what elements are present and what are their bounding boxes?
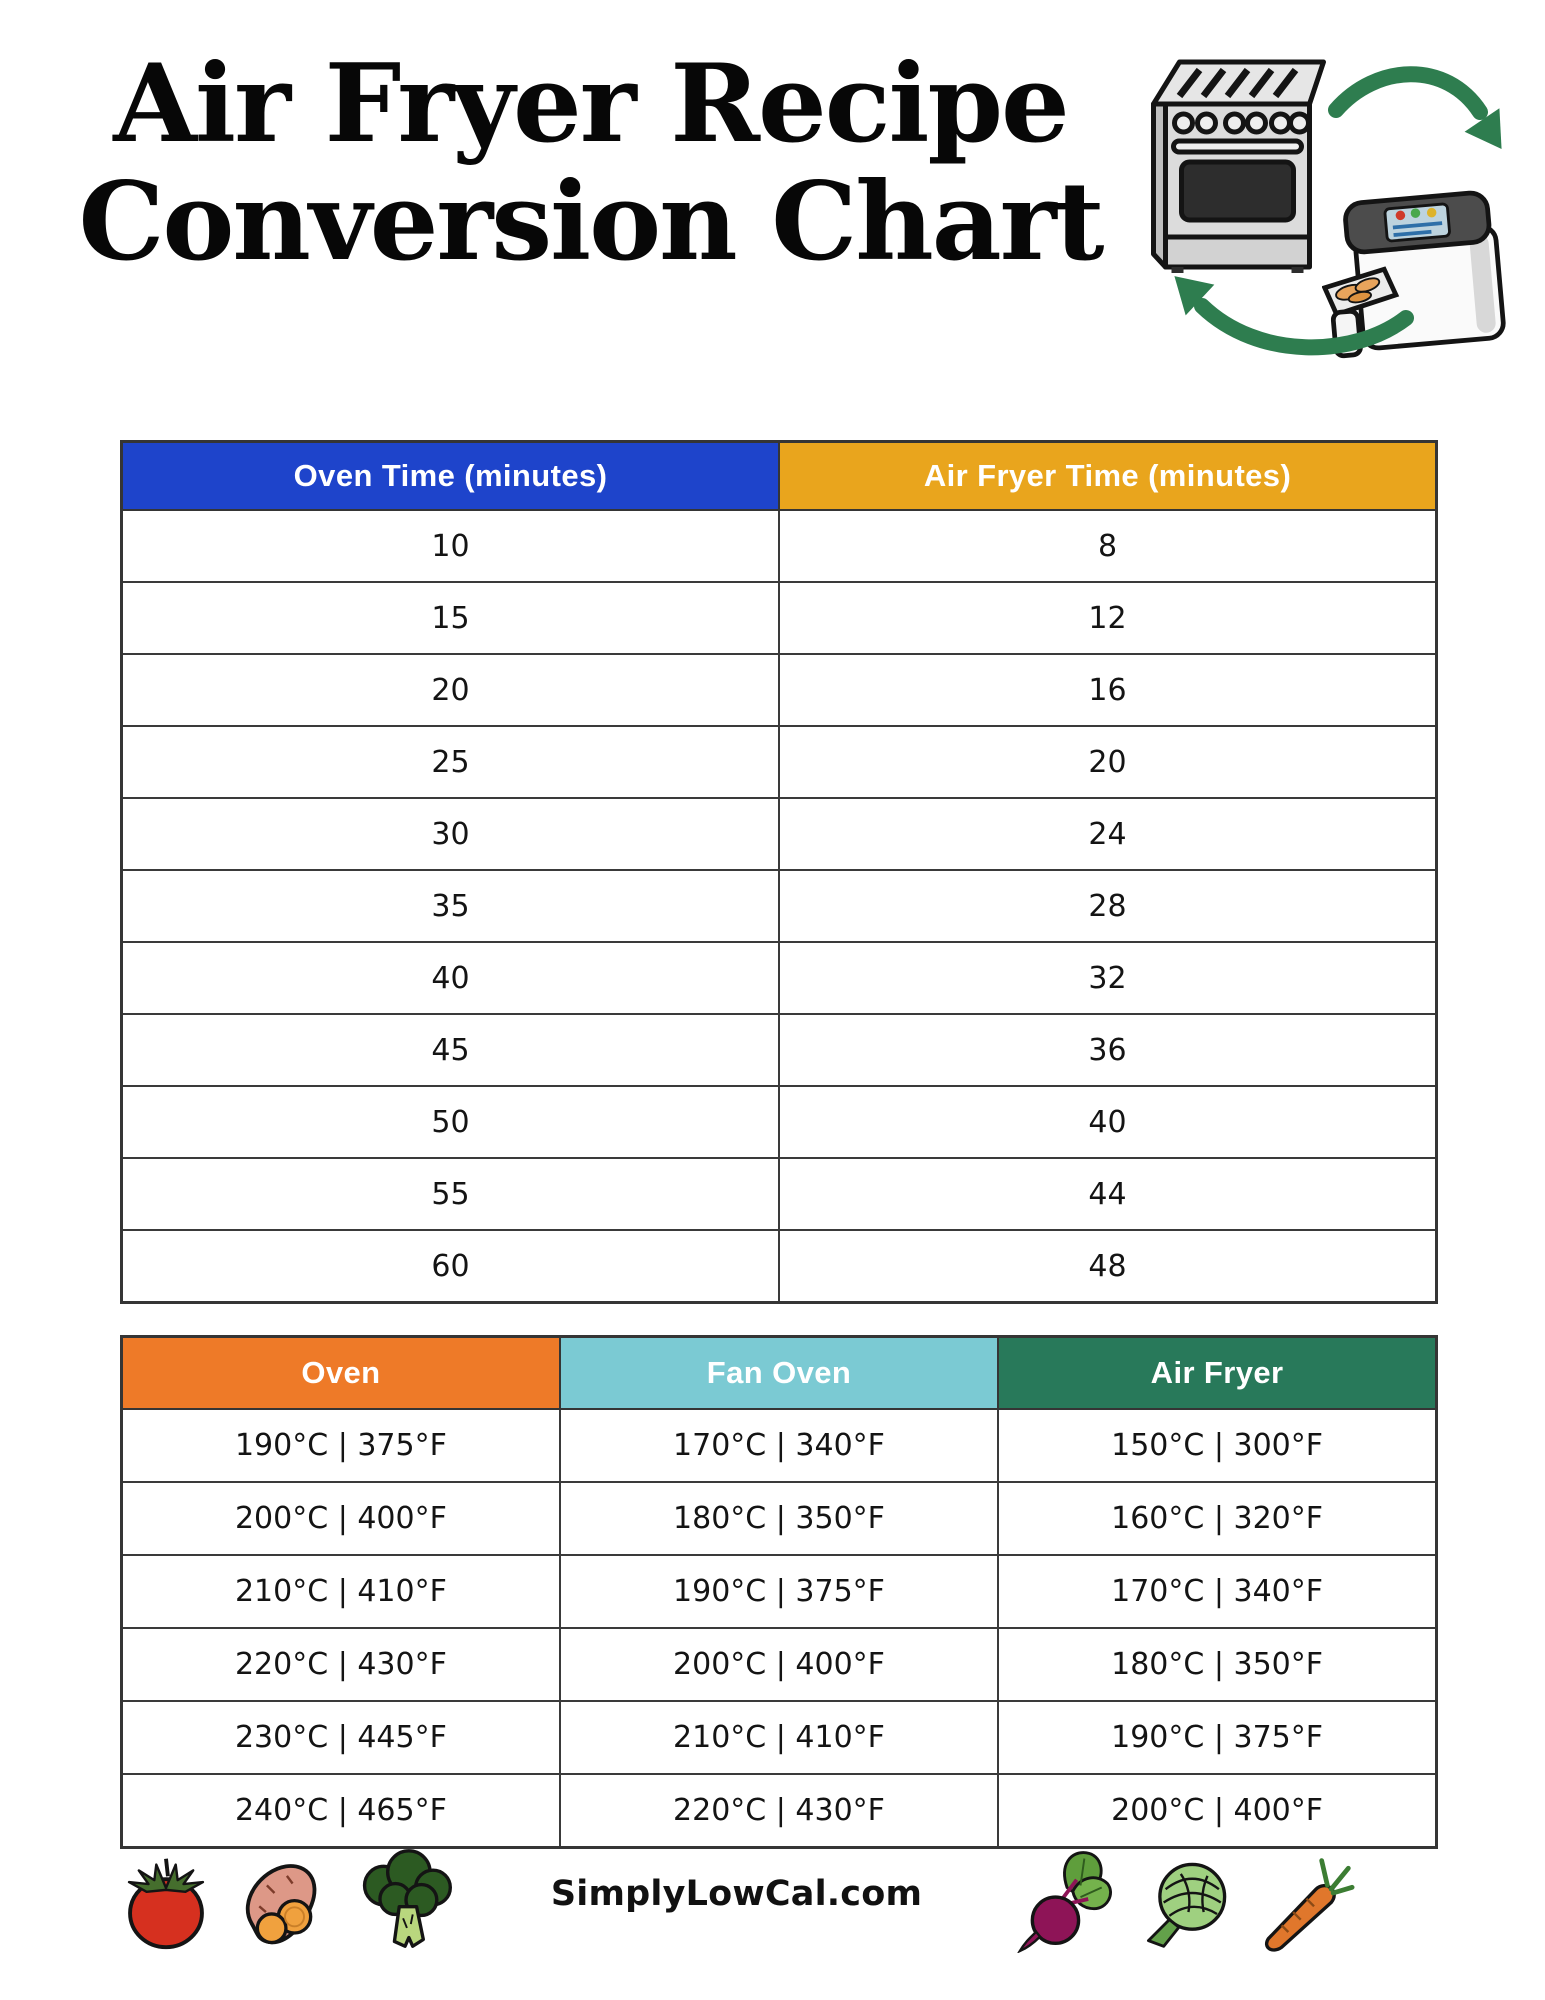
time-table-header-1: Air Fryer Time (minutes) (778, 440, 1438, 511)
temp-table-row-4: 230°C | 445°F 210°C | 410°F 190°C | 375°F (120, 1700, 1438, 1775)
page-title-line-2: Conversion Chart (78, 158, 1104, 285)
temp-table-cell-5-1: 220°C | 430°F (558, 1773, 1000, 1849)
time-table-cell-5-0: 35 (120, 869, 780, 943)
stove-oven-icon (1151, 59, 1326, 273)
air-fryer-icon (1322, 190, 1506, 359)
time-table-row-5: 35 28 (120, 869, 1438, 943)
broccoli-icon (362, 1849, 452, 1948)
time-table-row-2: 20 16 (120, 653, 1438, 727)
temp-table-row-1: 200°C | 400°F 180°C | 350°F 160°C | 320°F (120, 1481, 1438, 1556)
temp-table-row-5: 240°C | 465°F 220°C | 430°F 200°C | 400°F (120, 1773, 1438, 1849)
time-table-cell-2-0: 20 (120, 653, 780, 727)
time-table-row-0: 10 8 (120, 509, 1438, 583)
time-table-cell-9-0: 55 (120, 1157, 780, 1231)
footer-left-veggies (116, 1847, 458, 1953)
time-table-row-1: 15 12 (120, 581, 1438, 655)
temp-table-cell-4-2: 190°C | 375°F (997, 1700, 1438, 1775)
beet-icon (1017, 1851, 1112, 1953)
temp-table-cell-0-1: 170°C | 340°F (558, 1408, 1000, 1483)
temperature-conversion-table: Oven Fan Oven Air Fryer 190°C | 375°F 170°C… (120, 1335, 1438, 1849)
temp-table-cell-2-1: 190°C | 375°F (558, 1554, 1000, 1629)
temp-table-cell-0-2: 150°C | 300°F (997, 1408, 1438, 1483)
temp-table-cell-1-0: 200°C | 400°F (120, 1481, 561, 1556)
temp-table-header-2: Air Fryer (997, 1335, 1438, 1410)
time-table-row-8: 50 40 (120, 1085, 1438, 1159)
time-table-cell-4-0: 30 (120, 797, 780, 871)
page-title-line-1: Air Fryer Recipe (113, 41, 1069, 167)
time-table-cell-7-0: 45 (120, 1013, 780, 1087)
time-table-cell-2-1: 16 (778, 653, 1438, 727)
temp-table-row-2: 210°C | 410°F 190°C | 375°F 170°C | 340°F (120, 1554, 1438, 1629)
temp-table-cell-3-2: 180°C | 350°F (997, 1627, 1438, 1702)
carrot-icon (1265, 1858, 1355, 1952)
time-table-row-6: 40 32 (120, 941, 1438, 1015)
sweet-potato-icon (245, 1864, 317, 1945)
footer-right-veggies (1015, 1847, 1356, 1953)
time-table-header-0: Oven Time (minutes) (120, 440, 780, 511)
time-table-row-9: 55 44 (120, 1157, 1438, 1231)
temp-table-cell-0-0: 190°C | 375°F (120, 1408, 561, 1483)
temp-table-row-0: 190°C | 375°F 170°C | 340°F 150°C | 300°F (120, 1408, 1438, 1483)
temp-table-cell-5-2: 200°C | 400°F (997, 1773, 1438, 1849)
time-table-row-4: 30 24 (120, 797, 1438, 871)
time-table-cell-0-1: 8 (778, 509, 1438, 583)
artichoke-icon (1147, 1862, 1227, 1948)
time-table-cell-1-1: 12 (778, 581, 1438, 655)
time-table-cell-5-1: 28 (778, 869, 1438, 943)
time-table-header-row: Oven Time (minutes) Air Fryer Time (minut… (120, 440, 1438, 511)
website-text: SimplyLowCal.com (550, 1874, 923, 1914)
temp-table-header-row: Oven Fan Oven Air Fryer (120, 1335, 1438, 1410)
time-table-cell-3-0: 25 (120, 725, 780, 799)
temperature-conversion-table-header: Oven Fan Oven Air Fryer (120, 1335, 1438, 1410)
temp-table-cell-1-2: 160°C | 320°F (997, 1481, 1438, 1556)
time-table-cell-4-1: 24 (778, 797, 1438, 871)
time-table-row-7: 45 36 (120, 1013, 1438, 1087)
time-conversion-table: Oven Time (minutes) Air Fryer Time (minut… (120, 440, 1438, 1304)
arrow-air-fryer-to-oven-icon (1174, 276, 1414, 356)
time-conversion-table-body: 10 8 15 12 20 16 25 20 30 24 35 28 40 32 45 36 50 40 55 44 6… (120, 509, 1438, 1304)
temp-table-cell-2-0: 210°C | 410°F (120, 1554, 561, 1629)
temp-table-cell-4-0: 230°C | 445°F (120, 1700, 561, 1775)
temp-table-cell-3-1: 200°C | 400°F (558, 1627, 1000, 1702)
time-table-cell-9-1: 44 (778, 1157, 1438, 1231)
time-table-cell-10-0: 60 (120, 1229, 780, 1304)
temp-table-cell-5-0: 240°C | 465°F (120, 1773, 561, 1849)
time-table-row-3: 25 20 (120, 725, 1438, 799)
temp-table-cell-3-0: 220°C | 430°F (120, 1627, 561, 1702)
temp-table-header-0: Oven (120, 1335, 561, 1410)
temp-table-row-3: 220°C | 430°F 200°C | 400°F 180°C | 350°F (120, 1627, 1438, 1702)
temp-table-header-1: Fan Oven (558, 1335, 1000, 1410)
time-table-cell-10-1: 48 (778, 1229, 1438, 1304)
time-table-cell-3-1: 20 (778, 725, 1438, 799)
time-table-cell-1-0: 15 (120, 581, 780, 655)
page-title: Air Fryer Recipe Conversion Chart (28, 41, 1153, 285)
time-table-cell-0-0: 10 (120, 509, 780, 583)
time-table-cell-6-1: 32 (778, 941, 1438, 1015)
temp-table-cell-2-2: 170°C | 340°F (997, 1554, 1438, 1629)
time-table-row-10: 60 48 (120, 1229, 1438, 1304)
time-table-cell-8-1: 40 (778, 1085, 1438, 1159)
temp-table-cell-4-1: 210°C | 410°F (558, 1700, 1000, 1775)
temp-table-cell-1-1: 180°C | 350°F (558, 1481, 1000, 1556)
tomato-icon (127, 1858, 205, 1950)
time-table-cell-8-0: 50 (120, 1085, 780, 1159)
time-table-cell-6-0: 40 (120, 941, 780, 1015)
arrow-oven-to-air-fryer-icon (1328, 66, 1502, 150)
time-conversion-table-header: Oven Time (minutes) Air Fryer Time (minut… (120, 440, 1438, 511)
time-table-cell-7-1: 36 (778, 1013, 1438, 1087)
footer: SimplyLowCal.com (116, 1836, 1440, 1964)
temperature-conversion-table-body: 190°C | 375°F 170°C | 340°F 150°C | 300°F 2… (120, 1408, 1438, 1849)
